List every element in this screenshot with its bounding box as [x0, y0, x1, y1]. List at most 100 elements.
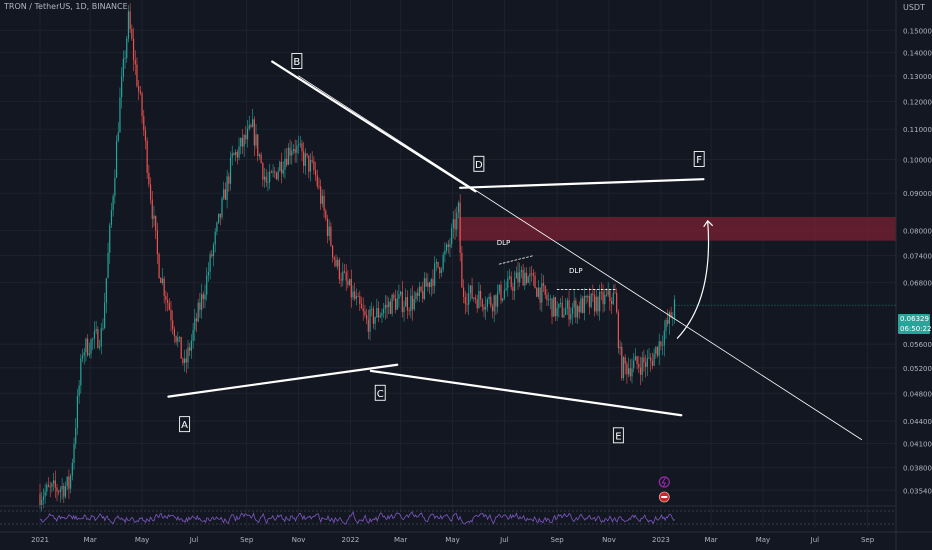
- candle-body: [223, 189, 225, 199]
- candle-body: [650, 357, 652, 361]
- candle-body: [163, 278, 165, 296]
- candle-body: [338, 259, 340, 280]
- candle-body: [325, 210, 327, 219]
- annotation-label-f: F: [696, 155, 702, 166]
- candle-body: [468, 293, 470, 305]
- candle-body: [539, 287, 541, 303]
- candle-body: [132, 38, 135, 60]
- candle-body: [139, 91, 141, 94]
- candle-body: [47, 484, 50, 487]
- candle-body: [376, 308, 378, 318]
- x-tick-label: Mar: [704, 536, 717, 544]
- candle-body: [151, 199, 153, 219]
- candle-body: [211, 254, 213, 257]
- candle-body: [263, 176, 266, 180]
- candle-body: [520, 270, 523, 273]
- annotation-label-d: D: [475, 160, 483, 171]
- candle-body: [233, 153, 235, 155]
- candle-body: [505, 288, 507, 291]
- candle-body: [546, 294, 548, 301]
- candle-body: [665, 320, 667, 331]
- candle-body: [189, 347, 191, 351]
- candle-body: [525, 272, 528, 283]
- candle-body: [269, 171, 271, 183]
- candle-body: [406, 297, 409, 311]
- candle-body: [488, 296, 490, 300]
- candle-body: [529, 273, 531, 277]
- candle-body: [102, 327, 104, 329]
- candle-body: [318, 186, 320, 187]
- candle-body: [592, 293, 594, 296]
- candle-body: [262, 163, 264, 180]
- candle-body: [430, 279, 432, 288]
- candle-body: [214, 231, 216, 245]
- candle-body: [117, 132, 119, 141]
- candle-body: [670, 312, 672, 318]
- candle-body: [303, 151, 305, 166]
- candle-body: [668, 312, 671, 324]
- candle-body: [367, 319, 369, 332]
- candle-body: [502, 298, 504, 301]
- candle-body: [646, 357, 648, 367]
- projection-arrow: [676, 220, 710, 339]
- candle-body: [183, 358, 186, 364]
- candle-body: [331, 245, 334, 258]
- candle-body: [61, 485, 63, 490]
- candle-body: [148, 172, 150, 185]
- candle-body: [228, 176, 230, 184]
- candle-body: [651, 360, 653, 366]
- candle-body: [54, 480, 56, 488]
- candle-body: [323, 195, 325, 211]
- candle-body: [493, 295, 495, 312]
- candle-body: [156, 230, 158, 255]
- candle-body: [257, 134, 259, 157]
- candle-body: [168, 302, 170, 310]
- candle-body: [386, 304, 388, 308]
- candle-body: [593, 295, 596, 312]
- candle-body: [68, 476, 70, 489]
- candle-body: [627, 368, 630, 375]
- candle-body: [491, 305, 494, 312]
- candle-body: [218, 213, 220, 223]
- dividend-glyph-icon: [661, 496, 668, 498]
- candle-body: [428, 282, 431, 288]
- candle-body: [401, 291, 403, 313]
- candle-body: [662, 345, 664, 347]
- dlp-label: DLP: [569, 267, 583, 275]
- candle-body: [313, 161, 315, 171]
- candle-body: [377, 308, 380, 318]
- candle-body: [75, 427, 77, 444]
- event-lightning-icon[interactable]: [658, 476, 670, 488]
- candle-body: [548, 299, 550, 301]
- candle-body: [541, 283, 543, 303]
- candle-body: [653, 353, 655, 366]
- candle-body: [372, 308, 375, 324]
- x-tick-label: Jul: [499, 536, 509, 544]
- y-tick-label: 0.03540: [903, 487, 932, 495]
- candle-body: [536, 288, 538, 297]
- y-tick-label: 0.12000: [903, 98, 932, 106]
- candle-body: [343, 271, 346, 273]
- y-tick-label: 0.15000: [903, 27, 932, 35]
- x-tick-label: Nov: [292, 536, 306, 544]
- candle-body: [187, 347, 189, 363]
- y-tick-label: 0.04400: [903, 418, 932, 426]
- candle-body: [452, 219, 454, 229]
- candle-body: [280, 161, 283, 174]
- candle-body: [155, 215, 157, 231]
- candle-body: [514, 278, 516, 292]
- candle-body: [260, 154, 262, 164]
- candle-body: [580, 298, 582, 313]
- candle-body: [190, 340, 192, 351]
- annotation-box-e: [612, 427, 624, 444]
- wedge-lower-trendline: [167, 363, 399, 398]
- candle-body: [95, 329, 97, 332]
- candle-body: [224, 189, 227, 200]
- last-price-value: 0.06329: [900, 315, 929, 323]
- candle-body: [277, 171, 279, 180]
- candle-body: [345, 272, 347, 281]
- annotation-label-a: A: [181, 420, 188, 431]
- candle-body: [287, 147, 289, 165]
- candle-body: [56, 487, 58, 492]
- candle-body: [308, 155, 310, 172]
